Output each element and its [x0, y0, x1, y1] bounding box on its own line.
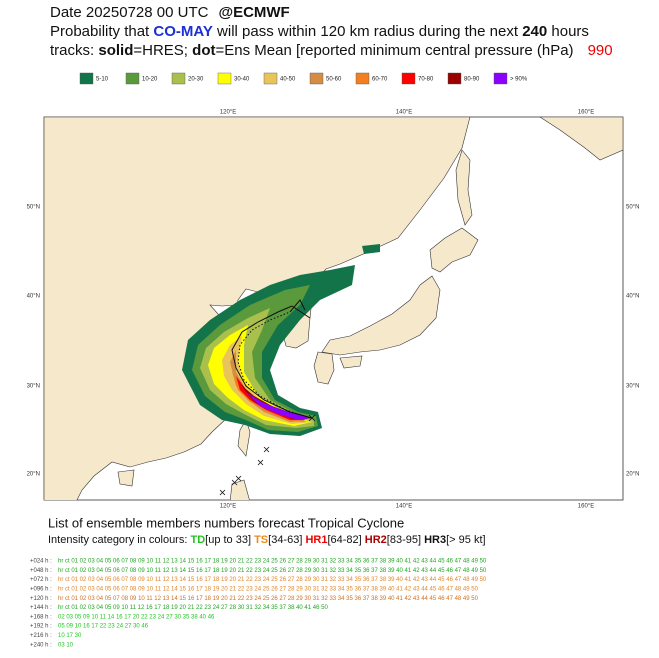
- legend-swatch: [217, 72, 232, 85]
- lon-label: 120°E: [220, 504, 236, 510]
- members-title: List of ensemble members numbers forecas…: [48, 515, 404, 530]
- honshu: [321, 275, 441, 356]
- map-axes: 120°E 120°E 140°E 140°E 160°E 160°E 50°N 50°N 40…: [27, 110, 640, 510]
- lat-label: 50°N: [27, 205, 40, 211]
- date: Date 20250728 00 UTC @ECMWF: [50, 4, 290, 21]
- lat-label: 30°N: [626, 384, 639, 390]
- row-members: hr ct 01 02 03 04 05 06 07 08 09 10 11 1…: [58, 577, 487, 583]
- legend-label: 40-50: [280, 77, 296, 83]
- header-line2: Probability that CO-MAY will pass within…: [50, 23, 589, 40]
- hainan: [117, 469, 135, 487]
- row-members: 05 09 10 16 17 22 23 24 27 30 46: [58, 624, 149, 630]
- row-members: hr ct 01 02 03 04 05 06 07 08 09 10 11 1…: [58, 586, 479, 592]
- lon-label: 140°E: [396, 110, 412, 116]
- row-members: hr ct 01 02 03 04 05 09 10 11 12 16 17 1…: [58, 605, 328, 611]
- legend-label: 10-20: [142, 77, 158, 83]
- legend-swatch: [401, 72, 416, 85]
- row-members: 03 10: [58, 642, 74, 648]
- legend-swatch: [447, 72, 462, 85]
- row-label: +192 h :: [30, 624, 52, 630]
- legend: 5-10 10-20 20-30 30-40 40-50 50-60 60-70 70-80 8…: [79, 72, 528, 85]
- legend-swatch: [125, 72, 140, 85]
- kyushu: [313, 351, 335, 385]
- lon-label: 160°E: [578, 110, 594, 116]
- row-label: +144 h :: [30, 605, 52, 611]
- legend-swatch: [309, 72, 324, 85]
- row-label: +024 h :: [30, 559, 52, 565]
- row-label: +096 h :: [30, 586, 52, 592]
- hokkaido: [429, 227, 479, 273]
- map: 120°E 120°E 140°E 140°E 160°E 160°E 50°N 50°N 40…: [27, 110, 640, 510]
- row-label: +168 h :: [30, 614, 52, 620]
- lat-label: 30°N: [27, 384, 40, 390]
- lat-label: 40°N: [626, 294, 639, 300]
- probability-shading: [182, 244, 380, 436]
- kamchatka: [539, 117, 623, 161]
- row-label: +120 h :: [30, 596, 52, 602]
- row-members: 02 03 05 09 10 11 14 16 17 20 22 23 24 2…: [58, 614, 215, 620]
- track-markers: [219, 414, 316, 496]
- row-label: +048 h :: [30, 568, 52, 574]
- lon-label: 120°E: [220, 110, 236, 116]
- lat-label: 20°N: [626, 472, 639, 478]
- lon-label: 160°E: [578, 504, 594, 510]
- shikoku: [339, 355, 363, 369]
- legend-label: 5-10: [96, 77, 109, 83]
- legend-label: 30-40: [234, 77, 250, 83]
- legend-swatch: [171, 72, 186, 85]
- lat-label: 20°N: [27, 472, 40, 478]
- row-members: hr ct 01 02 03 04 05 06 07 08 09 10 11 1…: [58, 559, 487, 565]
- row-members: 10 17 30: [58, 633, 82, 639]
- legend-label: 60-70: [372, 77, 388, 83]
- member-rows: +024 h : hr ct 01 02 03 04 05 06 07 08 09…: [30, 559, 487, 649]
- row-members: hr ct 01 02 03 04 05 07 08 09 10 11 12 1…: [58, 596, 479, 602]
- legend-label: 80-90: [464, 77, 480, 83]
- lat-label: 50°N: [626, 205, 639, 211]
- row-label: +072 h :: [30, 577, 52, 583]
- row-label: +240 h :: [30, 642, 52, 648]
- legend-label: > 90%: [510, 77, 528, 83]
- mainland: [44, 117, 471, 500]
- legend-swatch: [263, 72, 278, 85]
- lat-label: 40°N: [27, 294, 40, 300]
- row-members: hr ct 01 02 03 04 05 06 07 08 09 10 11 1…: [58, 568, 487, 574]
- legend-swatch: [493, 72, 508, 85]
- row-label: +216 h :: [30, 633, 52, 639]
- lon-label: 140°E: [396, 504, 412, 510]
- legend-label: 50-60: [326, 77, 342, 83]
- legend-label: 20-30: [188, 77, 204, 83]
- legend-swatch: [355, 72, 370, 85]
- legend-swatch: [79, 72, 94, 85]
- intensity-legend: Intensity category in colours: TD[up to …: [48, 534, 486, 546]
- luzon: [229, 479, 250, 500]
- sakhalin: [455, 149, 473, 226]
- tracks: [231, 299, 313, 419]
- header-line3: tracks: solid=HRES; dot=Ens Mean [report…: [50, 42, 613, 59]
- legend-label: 70-80: [418, 77, 434, 83]
